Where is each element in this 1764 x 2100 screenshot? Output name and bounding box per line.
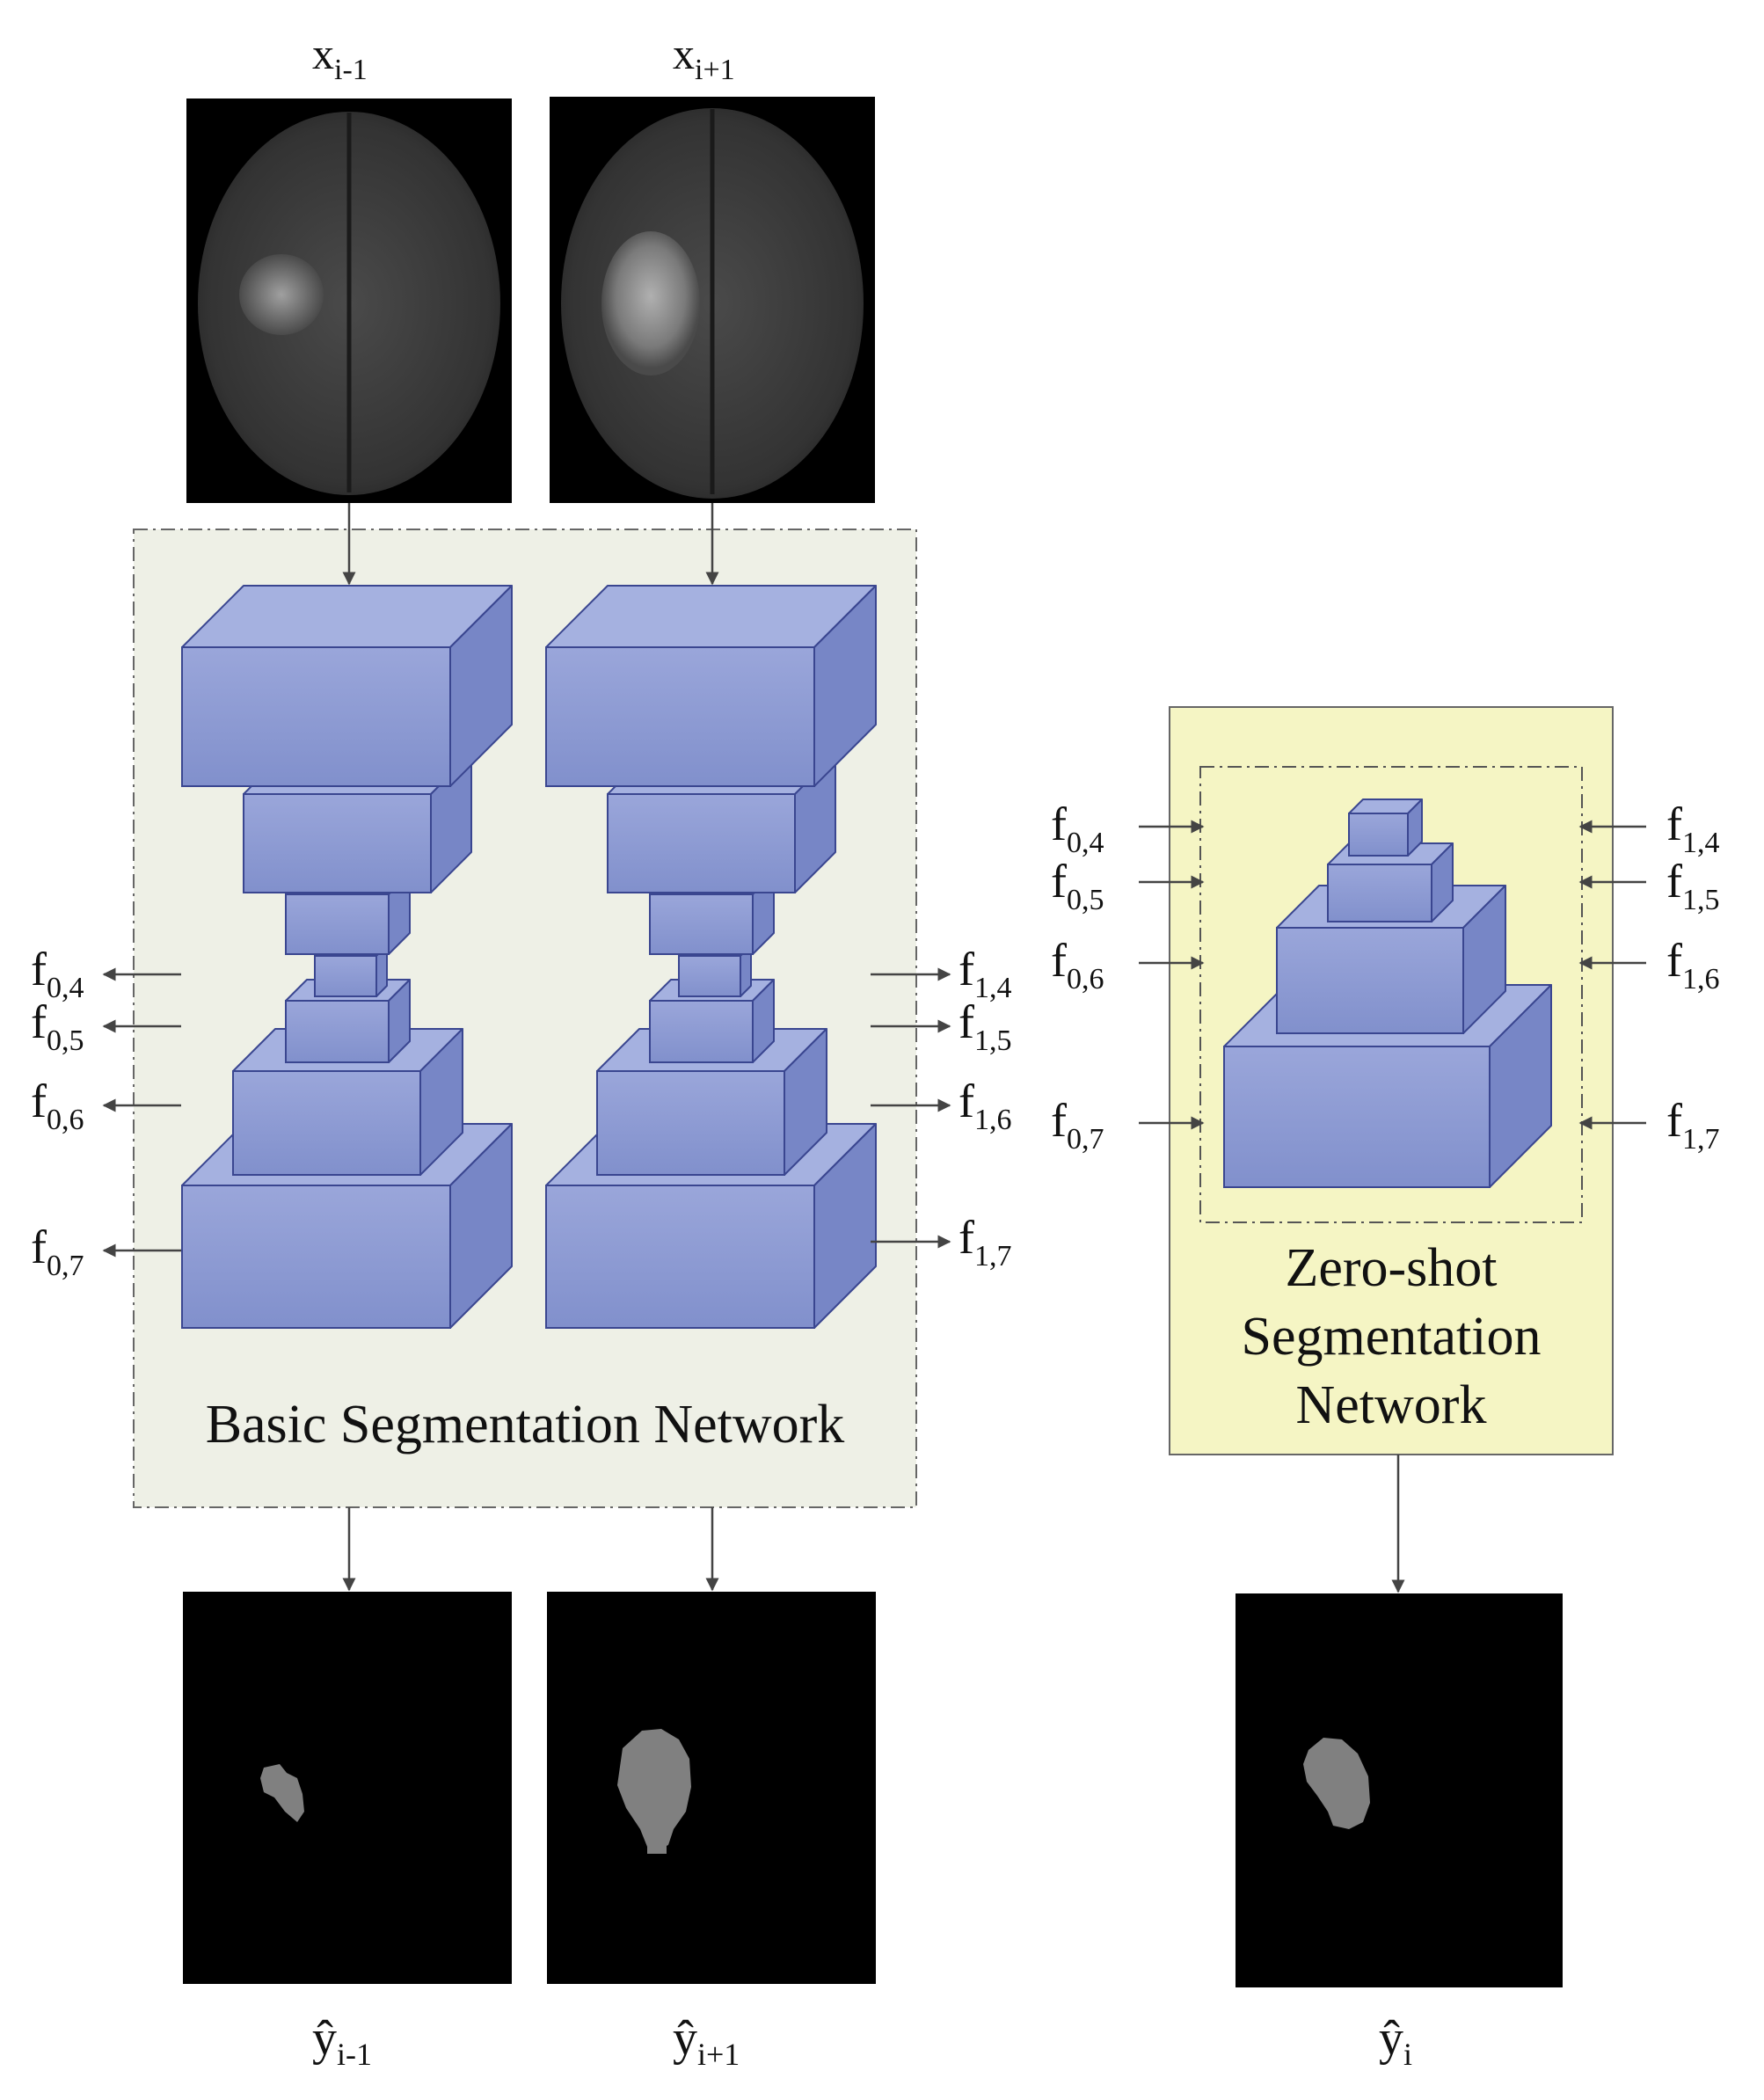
- feature-label-f06-zero: f0,6: [1051, 934, 1104, 995]
- zero-shot-title-line3: Network: [1296, 1375, 1487, 1435]
- input-image-prev: [186, 98, 512, 503]
- output-mask-prev: [183, 1592, 512, 1984]
- output-mask-zero-shot: [1236, 1593, 1563, 1987]
- block-stack-zero-shot: [1223, 798, 1552, 1188]
- basic-network-title: Basic Segmentation Network: [206, 1395, 845, 1455]
- feature-label-f07-zero: f0,7: [1051, 1094, 1104, 1156]
- feature-label-f04-zero: f0,4: [1051, 798, 1104, 859]
- encoder-block-1: [181, 585, 513, 787]
- block-stack-left: [181, 585, 513, 1329]
- input-image-next: [550, 97, 875, 503]
- feature-label-f15-zero: f1,5: [1666, 855, 1719, 916]
- output-label-zero-shot: ŷi: [1379, 2011, 1412, 2072]
- zero-shot-title-line1: Zero-shot: [1285, 1238, 1497, 1298]
- output-label-next: ŷi+1: [673, 2011, 740, 2072]
- basic-left-feature-arrows: [102, 967, 181, 1258]
- feature-label-f16-basic: f1,6: [959, 1075, 1011, 1136]
- input-label-prev: xi-1: [312, 29, 368, 86]
- zero-shot-inner-frame: [1199, 766, 1583, 1223]
- feature-label-f15-basic: f1,5: [959, 995, 1011, 1057]
- feature-label-f14-zero: f1,4: [1666, 798, 1719, 859]
- zero-shot-block-1: [1348, 798, 1423, 857]
- feature-label-f05-basic: f0,5: [31, 995, 84, 1057]
- feature-label-f17-zero: f1,7: [1666, 1094, 1719, 1156]
- zero-shot-left-feature-arrows: [1139, 820, 1205, 1130]
- feature-label-f16-zero: f1,6: [1666, 934, 1719, 995]
- zero-shot-block-2: [1327, 842, 1454, 922]
- zero-shot-title-line2: Segmentation: [1242, 1307, 1542, 1367]
- feature-label-f07-basic: f0,7: [31, 1221, 84, 1282]
- output-mask-next: [547, 1592, 876, 1984]
- encoder-block-1: [545, 585, 877, 787]
- feature-label-f14-basic: f1,4: [959, 943, 1011, 1004]
- zero-shot-right-feature-arrows: [1578, 820, 1646, 1130]
- feature-label-f05-zero: f0,5: [1051, 855, 1104, 916]
- feature-label-f17-basic: f1,7: [959, 1211, 1011, 1272]
- basic-right-feature-arrows: [871, 967, 951, 1249]
- block-stack-right: [545, 585, 877, 1329]
- feature-label-f06-basic: f0,6: [31, 1075, 84, 1136]
- input-label-next: xi+1: [673, 29, 735, 86]
- output-label-prev: ŷi-1: [312, 2011, 372, 2072]
- feature-label-f04-basic: f0,4: [31, 943, 84, 1004]
